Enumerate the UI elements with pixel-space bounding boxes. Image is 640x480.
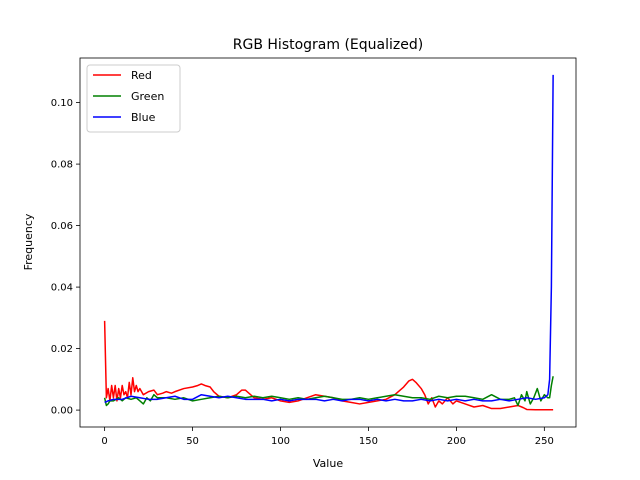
y-tick-label: 0.10: [51, 98, 73, 109]
x-tick-label: 150: [359, 436, 378, 447]
series-line-blue: [104, 74, 554, 404]
y-tick-label: 0.06: [51, 221, 73, 232]
x-axis-ticks: 0 50 100 150 200 250: [101, 427, 554, 447]
series-group: [103, 74, 554, 411]
y-tick-label: 0.08: [51, 160, 73, 171]
y-tick-label: 0.02: [51, 344, 73, 355]
x-tick-label: 250: [535, 436, 554, 447]
plot-frame: [79, 57, 577, 428]
y-axis-ticks: 0.00 0.02 0.04 0.06 0.08 0.10: [51, 98, 80, 417]
x-axis-label: Value: [313, 457, 343, 470]
x-tick-label: 200: [447, 436, 466, 447]
x-tick-label: 50: [186, 436, 199, 447]
legend-label-red: Red: [131, 69, 152, 82]
chart-title: RGB Histogram (Equalized): [233, 37, 423, 53]
y-tick-label: 0.04: [51, 283, 73, 294]
y-tick-label: 0.00: [51, 406, 73, 417]
x-tick-label: 100: [271, 436, 290, 447]
legend-label-green: Green: [131, 90, 164, 103]
y-axis-label: Frequency: [22, 213, 35, 270]
series-line-green: [103, 376, 554, 407]
legend-label-blue: Blue: [131, 111, 156, 124]
x-tick-label: 0: [101, 436, 107, 447]
legend: Red Green Blue: [86, 64, 181, 133]
legend-box: [86, 64, 181, 133]
